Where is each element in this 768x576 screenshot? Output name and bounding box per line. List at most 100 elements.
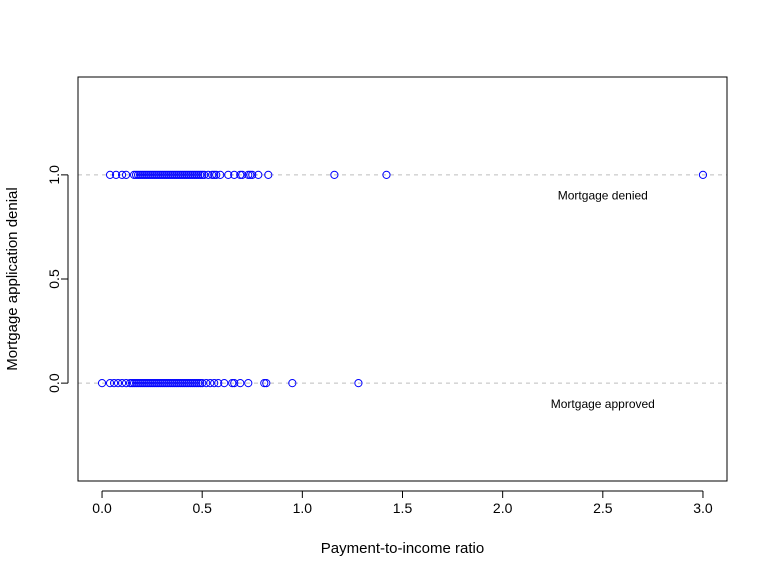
data-point — [117, 170, 127, 179]
data-point — [168, 379, 177, 388]
data-point — [176, 170, 185, 179]
data-point — [248, 170, 257, 179]
data-point — [180, 170, 189, 179]
data-point — [204, 170, 213, 179]
data-point — [135, 379, 145, 388]
data-point — [129, 379, 139, 388]
data-point — [182, 170, 191, 179]
data-point — [158, 170, 167, 179]
data-point — [148, 170, 157, 179]
annotation-label: Mortgage approved — [551, 397, 655, 411]
data-point — [196, 379, 205, 388]
x-tick-label: 3.0 — [693, 500, 713, 516]
x-tick-label: 1.0 — [293, 500, 313, 516]
data-point — [202, 379, 211, 388]
x-tick-label: 1.5 — [393, 500, 413, 516]
data-point — [135, 170, 145, 179]
data-point — [188, 170, 197, 179]
data-point — [236, 170, 245, 179]
data-point — [288, 379, 297, 388]
data-point — [154, 379, 163, 388]
data-point — [200, 170, 209, 179]
data-point — [190, 379, 199, 388]
data-point — [150, 170, 159, 179]
data-point — [137, 379, 147, 388]
data-point — [208, 170, 217, 179]
data-point — [127, 379, 137, 388]
data-point — [121, 379, 131, 388]
data-point — [186, 379, 195, 388]
data-point — [172, 379, 181, 388]
data-point — [170, 170, 179, 179]
data-point — [144, 170, 153, 179]
data-point — [162, 170, 171, 179]
data-point — [382, 170, 391, 179]
data-point — [168, 170, 177, 179]
plot-frame — [77, 76, 728, 482]
x-axis-title: Payment-to-income ratio — [321, 540, 484, 557]
data-point — [152, 379, 161, 388]
x-tick-label: 2.5 — [593, 500, 613, 516]
data-point — [246, 170, 255, 179]
data-point — [188, 379, 197, 388]
y-axis: 0.0 0.5 1.0 — [46, 165, 69, 393]
data-point — [210, 170, 219, 179]
data-point — [146, 170, 155, 179]
data-point — [330, 170, 339, 179]
data-point — [146, 379, 155, 388]
data-point — [194, 379, 203, 388]
data-point — [97, 379, 107, 388]
data-point — [131, 379, 141, 388]
data-point — [190, 170, 199, 179]
data-point — [158, 379, 167, 388]
data-point — [238, 170, 247, 179]
data-point — [254, 170, 263, 179]
annotations: Mortgage denied Mortgage approved — [551, 189, 655, 411]
data-point — [206, 379, 215, 388]
data-point — [162, 379, 171, 388]
data-point — [224, 170, 233, 179]
data-point — [184, 170, 193, 179]
data-point — [354, 379, 363, 388]
data-point — [182, 379, 191, 388]
data-point — [117, 379, 127, 388]
y-tick-label: 0.5 — [46, 269, 62, 289]
x-tick-label: 0.0 — [92, 500, 112, 516]
data-point — [230, 379, 239, 388]
data-point — [164, 379, 173, 388]
x-tick-label: 2.0 — [493, 500, 513, 516]
data-point — [160, 379, 169, 388]
data-point — [184, 379, 193, 388]
data-point — [198, 170, 207, 179]
data-point — [198, 379, 207, 388]
data-point — [121, 170, 131, 179]
data-point — [140, 379, 149, 388]
data-point — [105, 170, 115, 179]
data-point — [152, 170, 161, 179]
data-point — [142, 170, 151, 179]
data-point — [133, 170, 143, 179]
data-point — [140, 170, 149, 179]
data-point — [125, 379, 135, 388]
data-point — [160, 170, 169, 179]
data-point — [244, 379, 253, 388]
y-tick-label: 0.0 — [46, 373, 62, 393]
data-point — [260, 379, 269, 388]
data-point — [105, 379, 115, 388]
x-axis: 0.0 0.5 1.0 1.5 2.0 2.5 3.0 — [92, 490, 713, 516]
data-point — [192, 170, 201, 179]
data-point — [164, 170, 173, 179]
data-point — [228, 379, 237, 388]
data-point — [172, 170, 181, 179]
data-point — [156, 170, 165, 179]
data-point — [244, 170, 253, 179]
annotation-label: Mortgage denied — [558, 189, 648, 203]
y-axis-title: Mortgage application denial — [4, 187, 21, 370]
data-point — [196, 170, 205, 179]
data-point — [178, 170, 187, 179]
data-point — [262, 379, 271, 388]
data-point — [166, 379, 175, 388]
data-point — [131, 170, 141, 179]
data-point — [214, 379, 223, 388]
